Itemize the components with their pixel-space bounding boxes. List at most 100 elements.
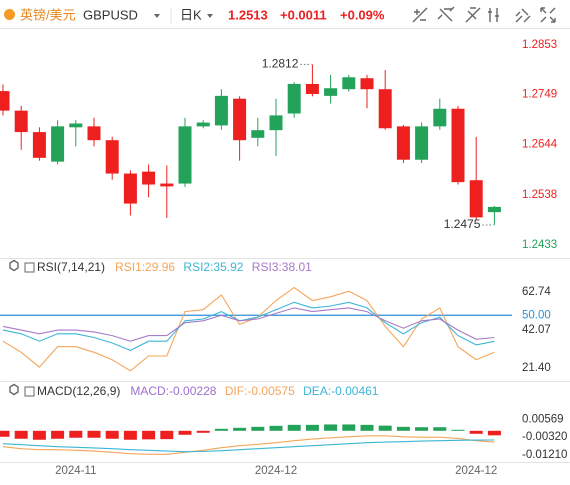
- candle-body: [178, 126, 192, 184]
- expand-icon[interactable]: [24, 262, 35, 273]
- tool-button[interactable]: [437, 6, 455, 22]
- candle-body: [269, 115, 283, 131]
- settings-icon[interactable]: [9, 259, 19, 272]
- expand-icon[interactable]: [24, 386, 35, 397]
- y-tick-label: 50.00: [522, 309, 551, 321]
- indicator-line: [2, 307, 495, 342]
- legend-entry: RSI1:29.96: [115, 260, 175, 274]
- macd-bar: [305, 424, 319, 431]
- indicator-label: MACD(12,26,9): [37, 384, 120, 398]
- macd-bar: [469, 430, 483, 434]
- candle-body: [0, 91, 10, 111]
- macd-bar: [451, 429, 465, 431]
- annotation: 1.2475: [444, 217, 481, 231]
- macd-bar: [342, 424, 356, 431]
- candle-body: [305, 83, 319, 94]
- macd-bar: [378, 425, 392, 431]
- macd-bar: [87, 430, 101, 438]
- tool-button[interactable]: [515, 8, 531, 23]
- y-tick-label: -0.00320: [522, 431, 567, 443]
- dropdown-arrow[interactable]: [207, 14, 213, 18]
- legend-entry: MACD:-0.00228: [130, 384, 216, 398]
- settings-icon[interactable]: [9, 383, 19, 396]
- indicator-line: [2, 286, 495, 372]
- candle-body: [105, 140, 119, 174]
- candle-body: [342, 77, 356, 90]
- candle-body: [360, 78, 374, 90]
- legend-entry: DEA:-0.00461: [303, 384, 379, 398]
- y-tick-label: 21.40: [522, 362, 551, 374]
- candle-body: [142, 171, 156, 185]
- toolbar: [412, 6, 556, 23]
- legend-entry: DIF:-0.00575: [225, 384, 295, 398]
- indicator-line: [2, 301, 495, 352]
- y-tick-label: 62.74: [522, 286, 551, 298]
- candle-body: [451, 108, 465, 183]
- period[interactable]: 日K: [180, 7, 202, 22]
- x-tick-label: 2024-12: [455, 465, 497, 477]
- candle-body: [469, 180, 483, 218]
- candle-body: [287, 83, 301, 114]
- candle-body: [196, 122, 210, 127]
- candle-body: [123, 173, 137, 204]
- y-tick-label: 1.2853: [522, 39, 557, 51]
- candle-body: [87, 126, 101, 141]
- tool-button[interactable]: [465, 7, 481, 23]
- candle-body: [324, 88, 338, 96]
- macd-bar: [360, 424, 374, 431]
- macd-bar: [487, 430, 501, 436]
- macd-bar: [0, 430, 10, 437]
- macd-bar: [32, 430, 46, 440]
- y-tick-label: -0.01210: [522, 449, 567, 461]
- pair-icon: [4, 9, 15, 20]
- candle-body: [14, 110, 28, 133]
- macd-bar: [233, 427, 247, 431]
- x-tick-label: 2024-11: [55, 465, 96, 477]
- y-tick-label: 1.2538: [522, 189, 557, 201]
- macd-bar: [433, 427, 447, 431]
- y-tick-label: 1.2433: [522, 239, 557, 251]
- macd-bar: [324, 424, 338, 431]
- tool-button[interactable]: [540, 7, 556, 23]
- macd-bar: [287, 424, 301, 431]
- change: +0.0011: [280, 7, 327, 22]
- tool-button[interactable]: [412, 7, 428, 23]
- candle-body: [433, 108, 447, 127]
- candle-body: [214, 95, 228, 126]
- macd-bar: [142, 430, 156, 440]
- pair-name[interactable]: 英镑/美元: [20, 7, 76, 22]
- macd-bar: [415, 427, 429, 431]
- indicator-line: [2, 435, 495, 455]
- macd-bar: [196, 430, 210, 433]
- macd-bar: [269, 425, 283, 431]
- candle-body: [69, 123, 83, 128]
- x-tick-label: 2024-12: [255, 465, 297, 477]
- macd-bar: [105, 430, 119, 439]
- macd-bar: [51, 430, 65, 439]
- tool-button[interactable]: [488, 8, 499, 22]
- legend-entry: RSI3:38.01: [252, 260, 312, 274]
- candle-body: [160, 183, 174, 187]
- candle-body: [51, 126, 65, 162]
- y-tick-label: 1.2749: [522, 88, 557, 100]
- dropdown-arrow[interactable]: [154, 14, 160, 18]
- candle-body: [396, 126, 410, 160]
- candle-body: [487, 206, 501, 213]
- macd-bar: [178, 430, 192, 435]
- candle-body: [378, 89, 392, 129]
- macd-bar: [160, 430, 174, 440]
- y-tick-label: 0.00569: [522, 414, 564, 426]
- macd-bar: [214, 428, 228, 431]
- y-tick-label: 42.07: [522, 324, 551, 336]
- candle-body: [32, 132, 46, 158]
- indicator-label: RSI(7,14,21): [37, 260, 105, 274]
- candle-body: [415, 126, 429, 160]
- price: 1.2513: [228, 7, 268, 22]
- symbol[interactable]: GBPUSD: [83, 7, 138, 22]
- candle-body: [233, 98, 247, 141]
- legend-entry: RSI2:35.92: [183, 260, 243, 274]
- macd-bar: [14, 430, 28, 439]
- annotation: 1.2812: [262, 57, 299, 71]
